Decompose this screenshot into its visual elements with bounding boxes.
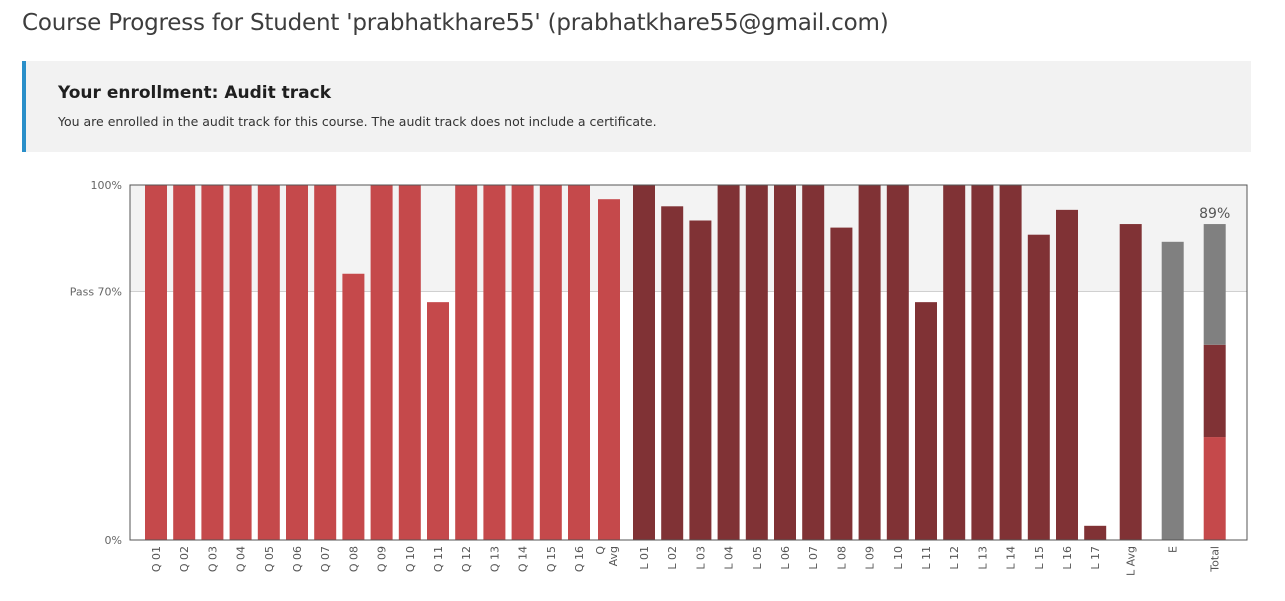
bar-l-avg (1119, 224, 1142, 541)
bar-l-08 (830, 227, 853, 540)
x-tick-label-l-15: L 15 (1033, 546, 1046, 570)
enrollment-title: Your enrollment: Audit track (58, 83, 332, 103)
bar-l-14 (999, 185, 1022, 540)
bar-q-13 (483, 185, 506, 540)
bar-total-lab (1203, 344, 1226, 438)
x-tick-label-q-07: Q 07 (319, 546, 332, 572)
enrollment-notice: Your enrollment: Audit track You are enr… (22, 61, 1251, 152)
x-tick-label-e: E (1167, 546, 1180, 553)
x-tick-label-l-08: L 08 (835, 546, 848, 570)
x-tick-label-q-01: Q 01 (150, 546, 163, 572)
x-tick-label-l-16: L 16 (1061, 546, 1074, 570)
x-tick-label-l-02: L 02 (666, 546, 679, 570)
y-tick-label: 0% (105, 534, 122, 547)
bar-q-04 (229, 185, 252, 540)
bar-q-12 (455, 185, 478, 540)
y-tick-label: Pass 70% (70, 286, 122, 299)
x-tick-label-q-06: Q 06 (291, 546, 304, 572)
page-title: Course Progress for Student 'prabhatkhar… (22, 10, 889, 36)
x-tick-label-q-02: Q 02 (178, 546, 191, 572)
bar-q-08 (342, 273, 365, 540)
x-tick-label-q-09: Q 09 (376, 546, 389, 572)
x-tick-label-l-05: L 05 (751, 546, 764, 570)
bar-l-17 (1084, 525, 1107, 540)
x-tick-label-q-10: Q 10 (404, 546, 417, 572)
bar-l-09 (858, 185, 881, 540)
x-tick-label-l-07: L 07 (807, 546, 820, 570)
bar-q-16 (568, 185, 590, 540)
bar-total-quiz (1203, 437, 1226, 540)
bar-l-06 (774, 185, 796, 540)
bar-l-16 (1056, 209, 1078, 540)
bar-l-03 (689, 220, 712, 540)
bar-l-07 (802, 185, 825, 540)
bar-l-04 (717, 185, 740, 540)
bar-q-09 (370, 185, 393, 540)
x-tick-label-l-01: L 01 (638, 546, 651, 570)
x-tick-label-l-17: L 17 (1089, 546, 1102, 570)
x-tick-label-l-06: L 06 (779, 546, 792, 570)
x-tick-label-l-10: L 10 (892, 546, 905, 570)
x-tick-label-q-16: Q 16 (573, 546, 586, 572)
bar-l-11 (915, 302, 937, 540)
x-tick-label-q-05: Q 05 (263, 546, 276, 572)
x-tick-label-l-09: L 09 (864, 546, 877, 570)
bar-l-02 (661, 206, 684, 541)
x-tick-label-q-14: Q 14 (517, 546, 530, 572)
bar-l-05 (745, 185, 768, 540)
bar-q-15 (539, 185, 562, 540)
bar-q-06 (286, 185, 308, 540)
bar-q-03 (201, 185, 224, 540)
bar-q-01 (145, 185, 167, 540)
bar-l-10 (886, 185, 909, 540)
x-tick-label-q-03: Q 03 (206, 546, 219, 572)
x-tick-label-l-12: L 12 (948, 546, 961, 570)
x-tick-label-q-13: Q 13 (488, 546, 501, 572)
bar-l-15 (1027, 234, 1050, 540)
x-tick-label-l-14: L 14 (1005, 546, 1018, 570)
bar-q-11 (427, 302, 449, 540)
x-tick-label-l-11: L 11 (920, 546, 933, 570)
bar-total-exam (1203, 224, 1226, 345)
x-tick-label-l-04: L 04 (723, 546, 736, 570)
bar-q-10 (398, 185, 421, 540)
bar-l-12 (943, 185, 966, 540)
x-tick-label-q-11: Q 11 (432, 546, 445, 572)
x-tick-label-l-03: L 03 (694, 546, 707, 570)
x-tick-label-q-12: Q 12 (460, 546, 473, 572)
bar-l-01 (633, 185, 655, 540)
bar-l-13 (971, 185, 994, 540)
total-percent-label: 89% (1199, 206, 1230, 222)
bar-q-avg (598, 199, 620, 540)
x-tick-label-q-08: Q 08 (347, 546, 360, 572)
bar-q-05 (257, 185, 280, 540)
x-tick-label-l-avg: L Avg (1125, 546, 1138, 576)
y-tick-label: 100% (91, 179, 122, 192)
plot-border (129, 184, 1248, 541)
x-tick-label-q-15: Q 15 (545, 546, 558, 572)
bar-q-07 (314, 185, 337, 540)
bar-e (1161, 241, 1184, 541)
progress-chart: Q 01 Q 02 Q 03 Q 04 Q 05 Q 06 Q 07 Q 08 Q 09 Q 10… (70, 179, 1248, 576)
x-tick-label-q-avg: QAvg (594, 546, 620, 567)
enrollment-message: You are enrolled in the audit track for … (58, 114, 657, 129)
x-tick-label-l-13: L 13 (976, 546, 989, 570)
bar-q-02 (173, 185, 196, 540)
bar-q-14 (511, 185, 534, 540)
x-tick-label-q-04: Q 04 (235, 546, 248, 572)
x-tick-label-total: Total (1209, 546, 1222, 573)
